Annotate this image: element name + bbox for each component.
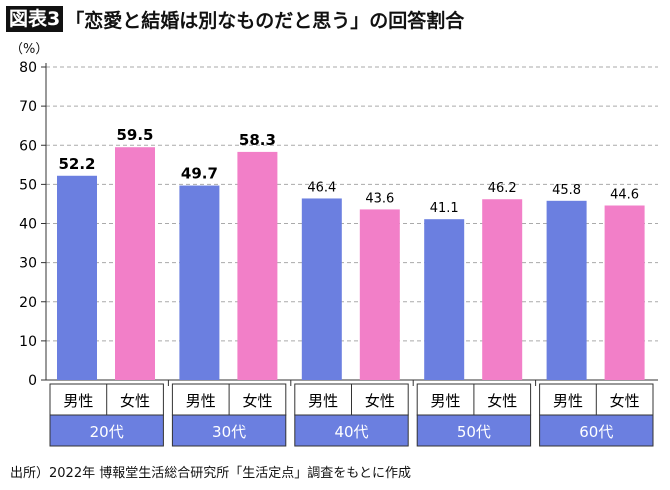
bar-女性-30代 [237,151,278,380]
title-text: 「恋愛と結婚は別なものだと思う」の回答割合 [65,9,465,32]
subcategory-label: 女性 [487,392,517,410]
subcategory-label: 男性 [186,392,216,410]
bar-女性-50代 [482,199,523,380]
category-label: 30代 [212,423,246,441]
data-label: 41.1 [430,201,459,216]
y-tick-label: 80 [19,60,37,76]
data-label: 45.8 [552,183,581,198]
data-label: 43.6 [365,191,394,206]
bar-男性-50代 [424,219,465,380]
bar-chart: 0 10 20 30 40 50 60 70 80 52.2 59.5 男性 女性 20代 49.7 58.3… [19,60,658,447]
bar-女性-60代 [604,205,645,380]
y-tick-label: 30 [19,256,37,272]
bar-男性-30代 [179,185,220,380]
subcategory-label: 男性 [553,392,583,410]
y-tick-label: 40 [19,217,37,233]
category-label: 50代 [457,423,491,441]
data-label: 46.4 [307,180,336,195]
bar-男性-40代 [301,198,342,380]
category-label: 20代 [90,423,124,441]
y-axis-unit: （%） [10,42,49,57]
bar-男性-20代 [57,175,97,380]
category-band [171,414,287,447]
subcategory-label: 男性 [63,392,93,410]
data-label: 59.5 [116,126,153,144]
subcategory-label: 女性 [365,392,395,410]
data-label: 52.2 [58,155,95,173]
bar-男性-60代 [546,200,587,380]
data-label: 58.3 [239,131,276,149]
source-note: 出所）2022年 博報堂生活総合研究所「生活定点」調査をもとに作成 [10,466,411,481]
chart-title: 図表3 「恋愛と結婚は別なものだと思う」の回答割合 [6,6,464,32]
subcategory-label: 男性 [431,392,461,410]
category-band [416,414,532,447]
y-tick-label: 10 [19,334,37,350]
category-band [539,414,654,447]
data-label: 44.6 [610,188,639,203]
y-tick-label: 60 [19,138,37,154]
y-tick-label: 70 [19,99,37,115]
category-band [294,414,409,447]
subcategory-label: 女性 [120,392,150,410]
category-label: 40代 [334,423,368,441]
subcategory-label: 女性 [242,392,272,410]
y-tick-label: 20 [19,295,37,311]
figure-badge: 図表3 [6,6,64,32]
data-label: 46.2 [488,181,517,196]
category-band [49,414,164,447]
y-tick-label: 0 [28,373,37,389]
data-label: 49.7 [181,165,218,183]
bar-女性-40代 [359,209,400,380]
subcategory-label: 女性 [610,392,640,410]
category-label: 60代 [579,423,613,441]
subcategory-label: 男性 [308,392,338,410]
y-tick-label: 50 [19,177,37,193]
bar-女性-20代 [115,147,155,380]
